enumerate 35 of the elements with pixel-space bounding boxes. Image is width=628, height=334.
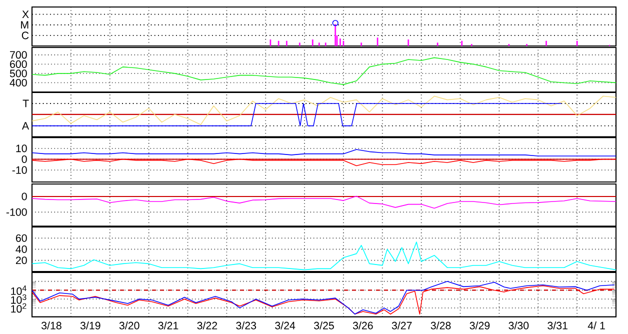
x-tick-label: 3/22 bbox=[197, 322, 218, 330]
x-tick-label: 3/26 bbox=[352, 322, 373, 330]
text: M bbox=[21, 21, 28, 29]
x-tick-label: 3/31 bbox=[548, 322, 568, 330]
text: T bbox=[22, 100, 29, 108]
y-tick-label: 60 bbox=[16, 234, 27, 242]
x-tick-label: 3/19 bbox=[80, 322, 100, 330]
y-tick-label: 10$^{3}$ bbox=[11, 294, 26, 304]
y-tick-label: 0 bbox=[22, 192, 27, 200]
y-tick-label: 600 bbox=[10, 60, 27, 68]
x-tick-label: 4/ 1 bbox=[588, 322, 605, 330]
y-tick-label: 40 bbox=[16, 245, 27, 254]
y-tick-label: 400 bbox=[10, 78, 27, 86]
y-tick-label: 10$^{4}$ bbox=[11, 286, 26, 295]
x-tick-label: 3/29 bbox=[470, 322, 490, 330]
y-tick-label: 10 bbox=[16, 144, 27, 152]
y-tick-label: -100 bbox=[6, 208, 27, 216]
text: A bbox=[22, 122, 30, 130]
x-tick-label: 3/24 bbox=[275, 322, 296, 330]
x-tick-label: 3/27 bbox=[392, 322, 412, 330]
x-tick-label: 3/21 bbox=[158, 322, 178, 330]
y-tick-label: -10 bbox=[12, 166, 27, 174]
x-tick-label: 3/30 bbox=[508, 322, 529, 330]
x-tick-label: 3/20 bbox=[119, 322, 140, 330]
x-tick-label: 3/23 bbox=[236, 322, 256, 330]
x-tick-label: 3/28 bbox=[430, 322, 451, 330]
text: C bbox=[22, 32, 29, 40]
y-tick-label: 20 bbox=[16, 256, 27, 264]
y-tick-label: 700 bbox=[10, 51, 27, 59]
x-tick-label: 3/18 bbox=[41, 322, 62, 330]
y-tick-label: 10$^{2}$ bbox=[11, 303, 26, 313]
y-tick-label: 0 bbox=[22, 155, 27, 164]
y-tick-label: 500 bbox=[10, 70, 27, 78]
text: X bbox=[22, 10, 29, 18]
x-tick-label: 3/25 bbox=[314, 322, 334, 330]
